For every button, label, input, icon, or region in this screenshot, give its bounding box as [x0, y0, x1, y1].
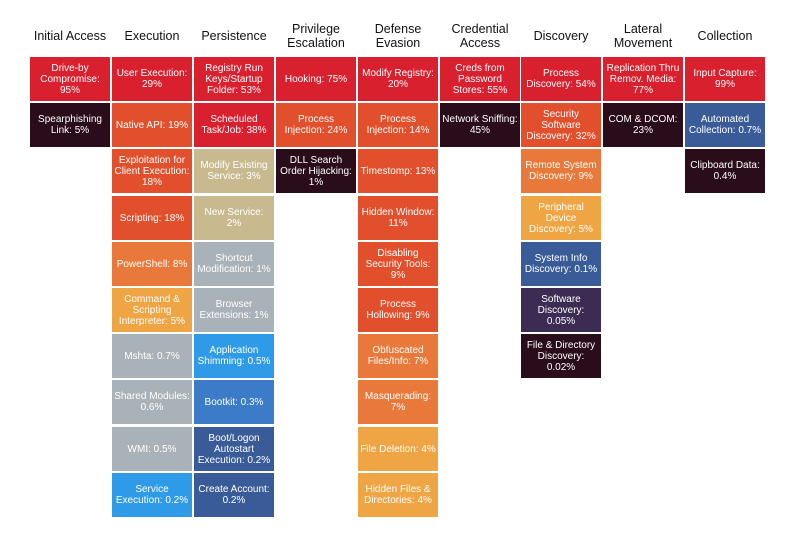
technique-cell: Process Injection: 14%: [358, 103, 438, 147]
technique-cell: Modify Existing Service: 3%: [194, 149, 274, 193]
technique-cell: Replication Thru Remov. Media: 77%: [603, 57, 683, 101]
technique-cell: Disabling Security Tools: 9%: [358, 242, 438, 286]
technique-cell: Remote System Discovery: 9%: [521, 149, 601, 193]
tactic-header: Execution: [124, 29, 180, 43]
technique-cell: Process Injection: 24%: [276, 103, 356, 147]
technique-cell: Shared Modules: 0.6%: [112, 380, 192, 424]
technique-cell: PowerShell: 8%: [112, 242, 192, 286]
technique-cell: Input Capture: 99%: [685, 57, 765, 101]
technique-cell: File Deletion: 4%: [358, 427, 438, 471]
technique-cell: System Info Discovery: 0.1%: [521, 242, 601, 286]
technique-cell: New Service: 2%: [194, 196, 274, 240]
technique-cell: Browser Extensions: 1%: [194, 288, 274, 332]
technique-cell: Exploitation for Client Execution: 18%: [112, 149, 192, 193]
technique-cell: Peripheral Device Discovery: 5%: [521, 196, 601, 240]
technique-cell: Application Shimming: 0.5%: [194, 334, 274, 378]
technique-cell: Boot/Logon Autostart Execution: 0.2%: [194, 427, 274, 471]
technique-cell: Native API: 19%: [112, 103, 192, 147]
technique-cell: Network Sniffing: 45%: [440, 103, 520, 147]
tactic-header: Discovery: [533, 29, 589, 43]
tactic-header: Lateral Movement: [613, 22, 673, 50]
technique-cell: Create Account: 0.2%: [194, 473, 274, 517]
technique-cell: Masquerading: 7%: [358, 380, 438, 424]
technique-cell: Scheduled Task/Job: 38%: [194, 103, 274, 147]
tactic-header: Defense Evasion: [374, 22, 422, 50]
technique-cell: Modify Registry: 20%: [358, 57, 438, 101]
technique-cell: Drive-by Compromise: 95%: [30, 57, 110, 101]
tactic-header: Collection: [697, 29, 753, 43]
technique-cell: Timestomp: 13%: [358, 149, 438, 193]
technique-cell: Hidden Window: 11%: [358, 196, 438, 240]
technique-cell: COM & DCOM: 23%: [603, 103, 683, 147]
technique-cell: Process Hollowing: 9%: [358, 288, 438, 332]
technique-cell: Automated Collection: 0.7%: [685, 103, 765, 147]
technique-cell: File & Directory Discovery: 0.02%: [521, 334, 601, 378]
technique-cell: Registry Run Keys/Startup Folder: 53%: [194, 57, 274, 101]
technique-cell: Creds from Password Stores: 55%: [440, 57, 520, 101]
technique-cell: Spearphishing Link: 5%: [30, 103, 110, 147]
technique-cell: WMI: 0.5%: [112, 427, 192, 471]
technique-cell: Command & Scripting Interpreter: 5%: [112, 288, 192, 332]
technique-cell: Software Discovery: 0.05%: [521, 288, 601, 332]
tactic-header: Initial Access: [33, 29, 107, 43]
technique-cell: Hidden Files & Directories: 4%: [358, 473, 438, 517]
technique-cell: Mshta: 0.7%: [112, 334, 192, 378]
technique-cell: Shortcut Modification: 1%: [194, 242, 274, 286]
technique-cell: Service Execution: 0.2%: [112, 473, 192, 517]
technique-cell: Security Software Discovery: 32%: [521, 103, 601, 147]
tactic-header: Persistence: [201, 29, 267, 43]
technique-cell: User Execution: 29%: [112, 57, 192, 101]
tactic-header: Credential Access: [451, 22, 509, 50]
tactic-header: Privilege Escalation: [287, 22, 345, 50]
technique-cell: Bootkit: 0.3%: [194, 380, 274, 424]
technique-cell: Scripting: 18%: [112, 196, 192, 240]
technique-cell: DLL Search Order Hijacking: 1%: [276, 149, 356, 193]
technique-cell: Obfuscated Files/Info: 7%: [358, 334, 438, 378]
technique-cell: Clipboard Data: 0.4%: [685, 149, 765, 193]
technique-cell: Hooking: 75%: [276, 57, 356, 101]
technique-cell: Process Discovery: 54%: [521, 57, 601, 101]
